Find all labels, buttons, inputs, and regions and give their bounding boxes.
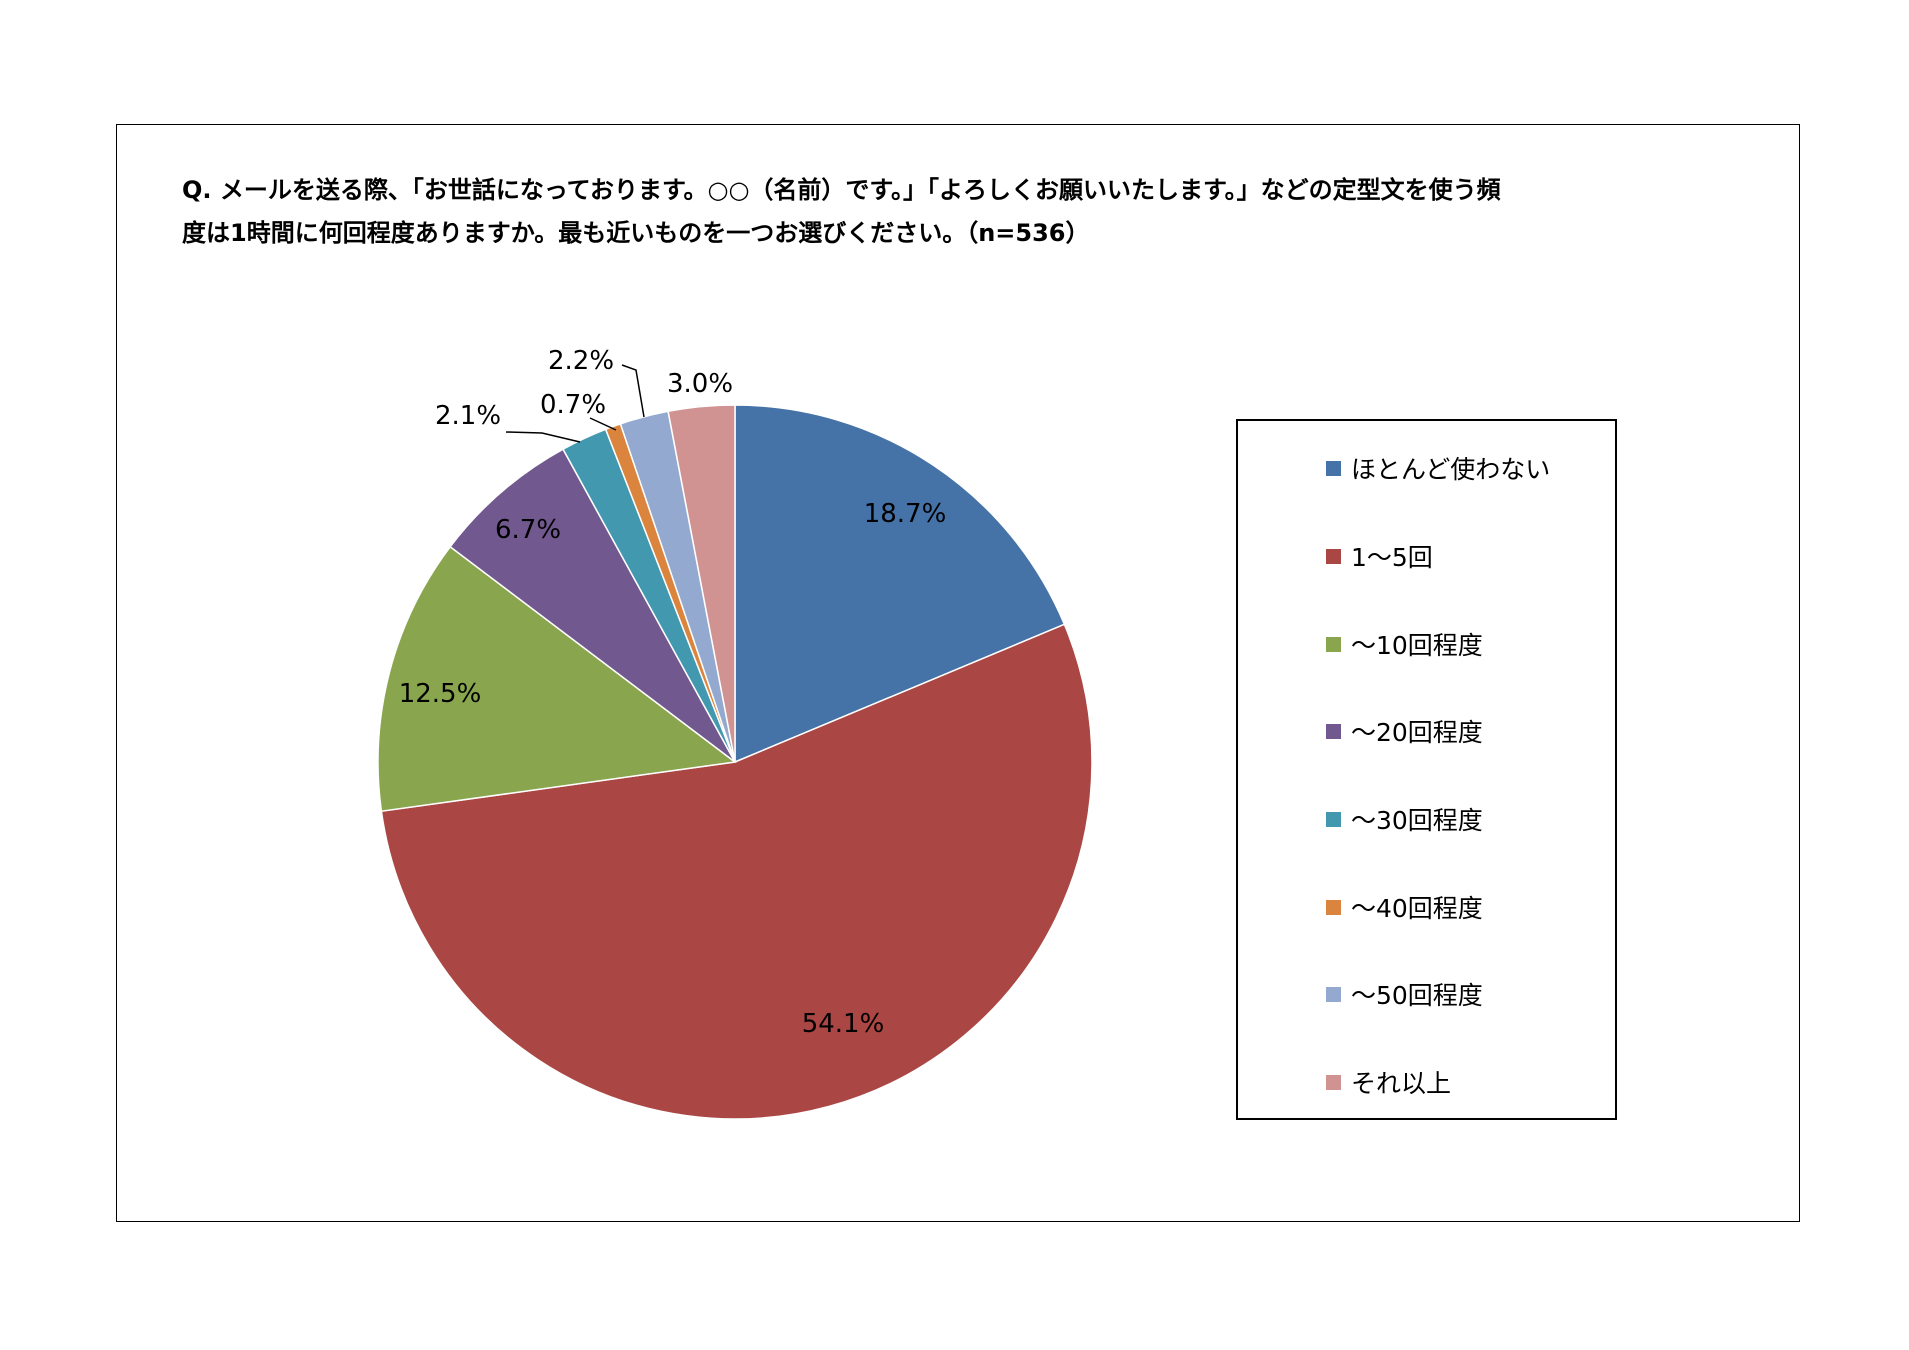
pie-slice [377, 545, 737, 813]
legend-item-20: ～20回程度 [1326, 711, 1483, 751]
chart-title-line-2: 度は1時間に何回程度ありますか。最も近いものを一つお選びください。（n=536） [182, 219, 1090, 247]
legend-label: ～20回程度 [1351, 718, 1483, 747]
leader-line [589, 417, 617, 431]
pie-slice [449, 448, 736, 763]
legend-label: それ以上 [1351, 1069, 1452, 1098]
chart-title: Q. メールを送る際、「お世話になっております。○○（名前）です。」「よろしくお… [182, 169, 1582, 255]
legend-item-10: ～10回程度 [1326, 624, 1483, 664]
pie-slice [380, 623, 1093, 1120]
legend-label: ほとんど使わない [1351, 455, 1551, 484]
legend-swatch [1326, 723, 1341, 739]
data-label: 54.1% [802, 1009, 885, 1039]
legend-item-sore-ijou: それ以上 [1326, 1062, 1451, 1102]
legend-item-1-5: 1～5回 [1326, 536, 1433, 576]
chart-frame: Q. メールを送る際、「お世話になっております。○○（名前）です。」「よろしくお… [116, 124, 1800, 1222]
leader-line [621, 364, 645, 418]
data-label: 2.2% [548, 346, 614, 376]
legend-swatch [1326, 899, 1341, 915]
legend-swatch [1326, 460, 1341, 476]
legend-label: ～30回程度 [1351, 806, 1483, 835]
data-label: 2.1% [435, 401, 501, 431]
pie-slice [734, 404, 1066, 764]
legend-label: ～10回程度 [1351, 631, 1483, 660]
pie-slice [667, 404, 736, 763]
legend-label: ～40回程度 [1351, 894, 1483, 923]
legend-label: ～50回程度 [1351, 981, 1483, 1010]
legend-swatch [1326, 548, 1341, 564]
legend-item-30: ～30回程度 [1326, 799, 1483, 839]
legend-swatch [1326, 636, 1341, 652]
legend-swatch [1326, 986, 1341, 1002]
legend-item-40: ～40回程度 [1326, 887, 1483, 927]
legend-swatch [1326, 1074, 1341, 1090]
chart-legend: ほとんど使わない 1～5回 ～10回程度 ～20回程度 ～30回程度 ～40回程… [1236, 419, 1617, 1120]
data-label: 6.7% [495, 515, 561, 545]
legend-label: 1～5回 [1351, 543, 1433, 572]
legend-item-hotondo: ほとんど使わない [1326, 448, 1550, 488]
data-label: 12.5% [399, 679, 482, 709]
data-label: 18.7% [864, 499, 947, 529]
data-label: 3.0% [667, 369, 733, 399]
data-label: 0.7% [540, 390, 606, 420]
legend-swatch [1326, 811, 1341, 827]
leader-line [505, 431, 581, 443]
legend-item-50: ～50回程度 [1326, 974, 1483, 1014]
chart-title-line-1: Q. メールを送る際、「お世話になっております。○○（名前）です。」「よろしくお… [182, 176, 1501, 204]
